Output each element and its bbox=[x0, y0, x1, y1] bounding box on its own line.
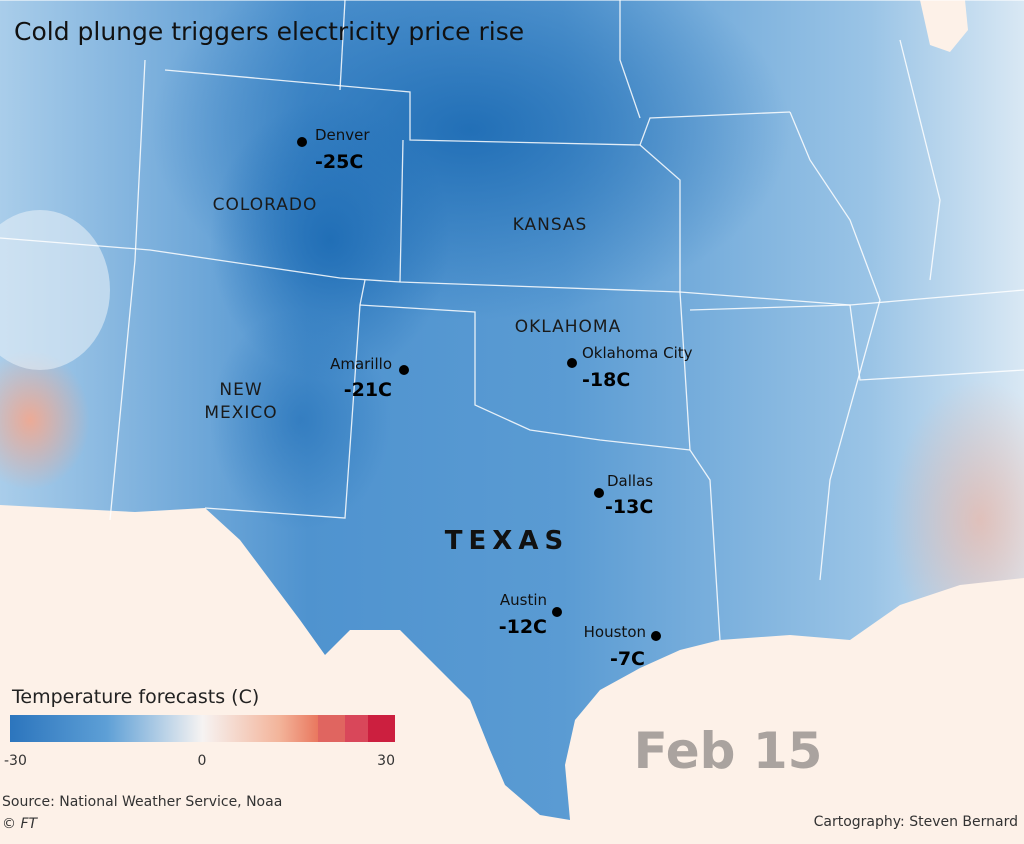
state-label: NEW bbox=[219, 380, 262, 400]
city-name: Dallas bbox=[607, 472, 653, 490]
city-temp: -12C bbox=[499, 616, 547, 638]
city-name: Austin bbox=[500, 591, 547, 609]
city-dot bbox=[297, 137, 307, 147]
city-temp: -18C bbox=[582, 369, 630, 391]
legend-tick: 30 bbox=[377, 753, 395, 769]
title: Cold plunge triggers electricity price r… bbox=[14, 17, 524, 46]
cartography: Cartography: Steven Bernard bbox=[814, 814, 1018, 830]
city-name: Denver bbox=[315, 126, 370, 144]
credit: © FT bbox=[2, 816, 39, 832]
legend-tick: 0 bbox=[198, 753, 207, 769]
state-label: MEXICO bbox=[204, 403, 277, 423]
city-dot bbox=[651, 631, 661, 641]
city-dot bbox=[552, 607, 562, 617]
legend: Temperature forecasts (C) -30 0 30 bbox=[4, 686, 395, 769]
state-label: KANSAS bbox=[513, 215, 588, 235]
city-temp: -13C bbox=[605, 496, 653, 518]
legend-tick: -30 bbox=[4, 753, 27, 769]
state-label: OKLAHOMA bbox=[515, 317, 621, 337]
source: Source: National Weather Service, Noaa bbox=[2, 794, 282, 810]
city-dot bbox=[594, 488, 604, 498]
cities: Denver -25C Amarillo -21C Oklahoma City … bbox=[297, 126, 693, 670]
city-temp: -25C bbox=[315, 151, 363, 173]
city-name: Houston bbox=[584, 623, 646, 641]
city-temp: -21C bbox=[344, 379, 392, 401]
state-label: TEXAS bbox=[445, 526, 569, 556]
legend-title: Temperature forecasts (C) bbox=[11, 686, 259, 708]
city-name: Oklahoma City bbox=[582, 344, 693, 362]
state-label: COLORADO bbox=[213, 195, 318, 215]
city-dot bbox=[399, 365, 409, 375]
state-borders bbox=[0, 0, 1024, 640]
city-temp: -7C bbox=[610, 648, 645, 670]
city-name: Amarillo bbox=[330, 355, 392, 373]
city-dot bbox=[567, 358, 577, 368]
date-label: Feb 15 bbox=[634, 722, 823, 780]
color-scale bbox=[10, 715, 395, 742]
